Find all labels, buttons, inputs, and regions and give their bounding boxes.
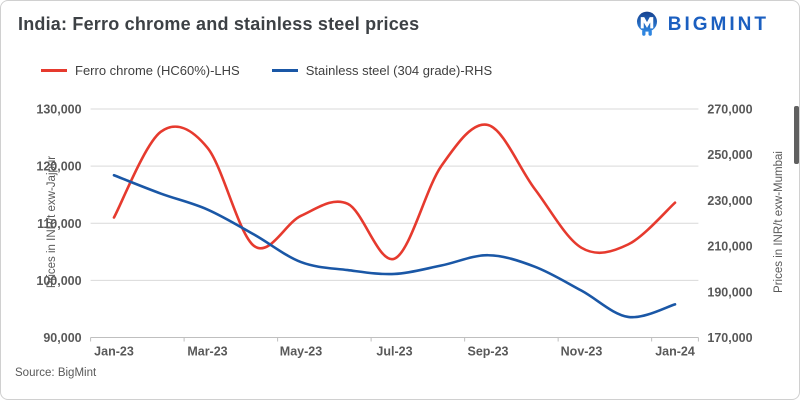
series-line-ferro-chrome	[112, 123, 677, 261]
legend-item-ferro-chrome: Ferro chrome (HC60%)-LHS	[41, 63, 240, 78]
right-axis-tick-label: 270,000	[707, 103, 752, 117]
right-axis-tick-label: 250,000	[707, 148, 752, 162]
chart-legend: Ferro chrome (HC60%)-LHS Stainless steel…	[41, 63, 492, 78]
legend-label-ferro-chrome: Ferro chrome (HC60%)-LHS	[75, 63, 240, 78]
left-axis-title: Prices in INR/t exw-Jajpur	[46, 155, 58, 289]
legend-swatch-stainless-steel	[271, 69, 298, 72]
page-title: India: Ferro chrome and stainless steel …	[18, 14, 420, 34]
x-axis-tick-label: Sep-23	[468, 345, 509, 359]
x-axis-tick-label: Jul-23	[376, 345, 412, 359]
left-axis-tick-label: 90,000	[43, 331, 81, 345]
left-axis-tick-label: 120,000	[36, 160, 81, 174]
left-axis-tick-label: 130,000	[36, 103, 81, 117]
bigmint-logo-icon	[636, 11, 657, 36]
x-axis-tick-label: Nov-23	[561, 345, 603, 359]
left-axis-tick-label: 110,000	[37, 217, 82, 231]
right-axis-tick-label: 170,000	[707, 331, 752, 345]
bigmint-logo: BIGMINT	[632, 9, 769, 41]
legend-label-stainless-steel: Stainless steel (304 grade)-RHS	[305, 63, 493, 78]
x-axis-tick-label: May-23	[280, 345, 322, 359]
left-axis-tick-label: 100,000	[36, 274, 81, 288]
bigmint-logo-text: BIGMINT	[667, 14, 769, 35]
source-note: Source: BigMint	[15, 367, 97, 379]
legend-swatch-ferro-chrome	[41, 69, 67, 72]
x-axis-tick-label: Jan-24	[655, 345, 695, 359]
right-axis-title: Prices in INR/t exw-Mumbai	[773, 151, 785, 293]
x-axis-tick-label: Mar-23	[187, 345, 227, 359]
legend-item-stainless-steel: Stainless steel (304 grade)-RHS	[271, 63, 493, 78]
right-axis-tick-label: 230,000	[707, 194, 752, 208]
right-axis-tick-label: 190,000	[707, 285, 752, 299]
scrollbar-thumb[interactable]	[794, 106, 799, 164]
series-line-stainless-steel	[112, 173, 677, 319]
right-axis-tick-label: 210,000	[707, 240, 752, 254]
x-axis-tick-label: Jan-23	[94, 345, 134, 359]
